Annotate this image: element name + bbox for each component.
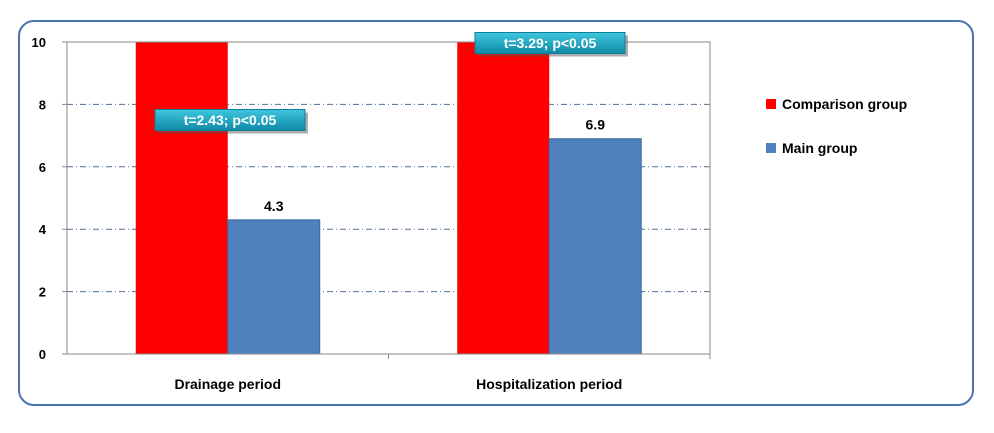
x-category-label: Hospitalization period xyxy=(476,376,622,392)
bars xyxy=(135,42,642,355)
bar-main-0 xyxy=(227,219,321,355)
legend-label: Main group xyxy=(782,140,857,156)
axes xyxy=(62,41,711,359)
annotation-box xyxy=(154,109,306,131)
y-tick-label: 2 xyxy=(39,285,46,300)
y-tick-label: 6 xyxy=(39,160,46,175)
legend-label: Comparison group xyxy=(782,96,907,112)
annotation-text: t=2.43; p<0.05 xyxy=(184,112,277,128)
y-tick-label: 4 xyxy=(39,222,47,237)
annotations: t=2.43; p<0.05 t=3.29; p<0.05 xyxy=(154,32,628,134)
annotation-box xyxy=(474,32,626,54)
labels: 0 2 4 6 8 10 Drainage period Hospitalization pe… xyxy=(32,35,623,392)
legend: Comparison group Main group xyxy=(766,96,907,156)
legend-swatch-main xyxy=(766,143,776,153)
data-label: 6.9 xyxy=(586,117,606,133)
bar-main-1 xyxy=(548,138,642,355)
y-tick-label: 8 xyxy=(39,97,46,112)
bar-comparison-1 xyxy=(457,42,550,354)
y-tick-label: 10 xyxy=(32,35,46,50)
y-tick-label: 0 xyxy=(39,347,46,362)
legend-swatch-comparison xyxy=(766,99,776,109)
bar-comparison-0 xyxy=(135,42,228,354)
annotation-text: t=3.29; p<0.05 xyxy=(504,35,597,51)
data-label: 4.3 xyxy=(264,198,284,214)
x-category-label: Drainage period xyxy=(174,376,281,392)
